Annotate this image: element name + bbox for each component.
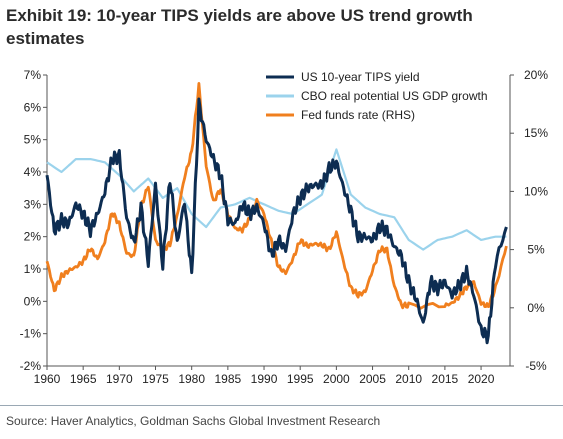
chart-title: Exhibit 19: 10-year TIPS yields are abov… [6, 6, 473, 48]
series-layer [45, 82, 508, 345]
chart: 7% 6% 5% 4% 3% 2% 1% 0% -1% -2% 20% 15% 10% 5% 0% -5% 19… [20, 68, 549, 386]
y-left-tick-label: 0% [24, 294, 42, 308]
y-right-tick-label: 15% [524, 126, 548, 140]
legend-item-fed-funds-label: Fed funds rate (RHS) [301, 108, 415, 122]
axes-layer [43, 74, 514, 370]
y-left-tick-label: 3% [24, 197, 42, 211]
footer-divider [0, 405, 563, 406]
x-tick-label: 2010 [395, 372, 422, 386]
series-line-cbo-growth [46, 148, 507, 251]
source-note: Source: Haver Analytics, Goldman Sachs G… [6, 414, 381, 428]
y-right-tick-label: 20% [524, 68, 548, 82]
series-line-tips-yield [45, 97, 508, 345]
y-right-tick-label: -5% [525, 359, 547, 373]
x-tick-label: 1990 [251, 372, 278, 386]
x-tick-label: 2005 [359, 372, 386, 386]
y-left-tick-label: -1% [20, 327, 42, 341]
legend-item-cbo-growth-label: CBO real potential US GDP growth [301, 89, 488, 103]
y-left-tick-label: -2% [20, 359, 42, 373]
y-left-tick-label: 1% [24, 262, 42, 276]
x-tick-label: 2020 [468, 372, 495, 386]
x-tick-label: 1975 [142, 372, 169, 386]
tick-label-layer: 7% 6% 5% 4% 3% 2% 1% 0% -1% -2% 20% 15% 10% 5% 0% -5% 19… [20, 68, 549, 386]
y-left-tick-label: 2% [24, 230, 42, 244]
y-left-tick-label: 6% [24, 100, 42, 114]
x-tick-label: 2015 [432, 372, 459, 386]
y-right-tick-label: 10% [524, 184, 548, 198]
y-right-tick-label: 5% [527, 243, 545, 257]
x-tick-label: 1980 [178, 372, 205, 386]
x-tick-label: 2000 [323, 372, 350, 386]
x-tick-label: 1995 [287, 372, 314, 386]
x-tick-label: 1970 [106, 372, 133, 386]
x-tick-label: 1965 [70, 372, 97, 386]
y-right-tick-label: 0% [527, 301, 545, 315]
legend: US 10-year TIPS yield CBO real potential … [266, 70, 488, 122]
legend-item-tips-yield-label: US 10-year TIPS yield [301, 70, 420, 84]
x-tick-label: 1985 [215, 372, 242, 386]
y-left-tick-label: 5% [24, 133, 42, 147]
y-left-tick-label: 7% [24, 68, 42, 82]
series-line-fed-funds [45, 82, 508, 310]
x-tick-label: 1960 [34, 372, 61, 386]
y-left-tick-label: 4% [24, 165, 42, 179]
